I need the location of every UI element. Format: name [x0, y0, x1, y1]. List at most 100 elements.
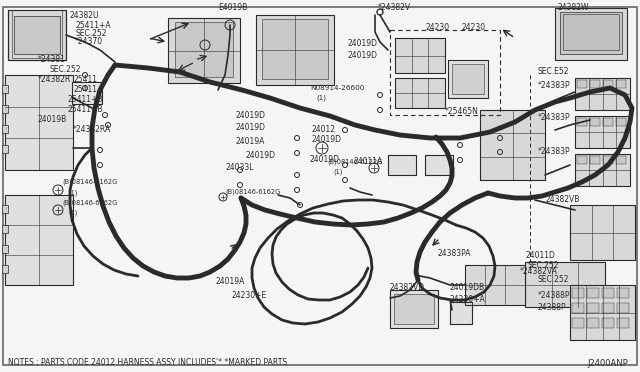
- Bar: [616, 156, 626, 164]
- Text: 24019DB: 24019DB: [450, 283, 485, 292]
- Text: (B)08146-6162G: (B)08146-6162G: [62, 200, 117, 206]
- Bar: [256, 15, 334, 85]
- Text: 24019D: 24019D: [348, 51, 378, 60]
- Text: NOTES ; PARTS CODE 24012 HARNESS ASSY INCLUDES'* *MARKED PARTS: NOTES ; PARTS CODE 24012 HARNESS ASSY IN…: [8, 359, 287, 368]
- Text: 24011D: 24011D: [525, 250, 555, 260]
- Bar: [617, 288, 629, 298]
- Bar: [14, 16, 60, 54]
- Text: 24019D: 24019D: [235, 124, 265, 132]
- Text: SEC.252: SEC.252: [50, 65, 81, 74]
- Text: (B)08146-6162G: (B)08146-6162G: [225, 189, 280, 195]
- Text: 24019D: 24019D: [310, 155, 340, 164]
- Text: 24383PA: 24383PA: [437, 248, 470, 257]
- Text: 24019A: 24019A: [215, 278, 244, 286]
- Text: *24381: *24381: [38, 55, 66, 64]
- Bar: [572, 318, 584, 328]
- Bar: [480, 110, 545, 180]
- Text: *24383P: *24383P: [538, 148, 571, 157]
- Bar: [395, 78, 445, 108]
- Bar: [616, 118, 626, 126]
- Bar: [572, 288, 584, 298]
- Text: (1): (1): [68, 210, 77, 216]
- Text: *24382V: *24382V: [378, 3, 411, 13]
- Text: SEC.252: SEC.252: [75, 29, 106, 38]
- Bar: [587, 303, 599, 313]
- Text: *24388P: *24388P: [538, 291, 570, 299]
- Bar: [617, 303, 629, 313]
- Text: 25411: 25411: [73, 86, 97, 94]
- Bar: [72, 82, 102, 104]
- Bar: [5, 75, 73, 170]
- Bar: [603, 80, 613, 88]
- Bar: [616, 80, 626, 88]
- Text: (1): (1): [333, 169, 342, 175]
- Bar: [572, 303, 584, 313]
- Bar: [450, 302, 472, 324]
- Text: E4019B: E4019B: [218, 3, 247, 13]
- Bar: [563, 14, 619, 50]
- Bar: [394, 294, 434, 324]
- Bar: [587, 318, 599, 328]
- Text: (1): (1): [68, 190, 77, 196]
- Bar: [590, 118, 600, 126]
- Bar: [603, 118, 613, 126]
- Text: 24011A: 24011A: [353, 157, 382, 167]
- Text: 24019D: 24019D: [235, 110, 265, 119]
- Bar: [603, 156, 613, 164]
- Bar: [168, 18, 240, 83]
- Bar: [577, 156, 587, 164]
- Text: 24019D: 24019D: [312, 135, 342, 144]
- Text: 25411+A: 25411+A: [75, 20, 111, 29]
- Text: N08914-26600: N08914-26600: [310, 85, 364, 91]
- Bar: [525, 262, 605, 307]
- Text: (B)08146-6162G: (B)08146-6162G: [62, 179, 117, 185]
- Bar: [602, 303, 614, 313]
- Bar: [2, 265, 8, 273]
- Text: 25411+B: 25411+B: [67, 106, 102, 115]
- Text: 24382VD: 24382VD: [390, 283, 425, 292]
- Bar: [577, 118, 587, 126]
- Text: *24383P: *24383P: [538, 113, 571, 122]
- Text: *25465N: *25465N: [445, 108, 479, 116]
- Bar: [590, 156, 600, 164]
- Text: *24382RA: *24382RA: [73, 125, 111, 135]
- Text: 24012: 24012: [312, 125, 336, 135]
- Bar: [577, 80, 587, 88]
- Bar: [617, 318, 629, 328]
- Text: SEC.252: SEC.252: [538, 276, 570, 285]
- Text: (1): (1): [316, 95, 326, 101]
- Bar: [602, 318, 614, 328]
- Text: SEC.E52: SEC.E52: [538, 67, 570, 77]
- Text: 24019D: 24019D: [245, 151, 275, 160]
- Bar: [388, 155, 416, 175]
- Bar: [587, 288, 599, 298]
- Bar: [452, 64, 484, 94]
- Text: 24382W: 24382W: [558, 3, 589, 13]
- Text: 24019D: 24019D: [348, 38, 378, 48]
- Text: 24230: 24230: [425, 23, 449, 32]
- Text: *24383P: *24383P: [538, 80, 571, 90]
- Bar: [5, 195, 73, 285]
- Bar: [2, 225, 8, 233]
- Text: SEC.252: SEC.252: [528, 260, 559, 269]
- Bar: [465, 265, 525, 305]
- Bar: [2, 125, 8, 133]
- Text: (B)08146-6122G: (B)08146-6122G: [327, 159, 382, 165]
- Text: 25411: 25411: [73, 76, 97, 84]
- Bar: [8, 10, 66, 60]
- Bar: [2, 145, 8, 153]
- Text: 24382U: 24382U: [70, 10, 99, 19]
- Text: 24019A: 24019A: [235, 138, 264, 147]
- Bar: [395, 38, 445, 73]
- Bar: [2, 245, 8, 253]
- Bar: [390, 290, 438, 328]
- Bar: [2, 205, 8, 213]
- Bar: [448, 60, 488, 98]
- Bar: [575, 116, 630, 148]
- Text: 24019B: 24019B: [38, 115, 67, 125]
- Text: 24382VB: 24382VB: [546, 196, 580, 205]
- Text: 25411+B: 25411+B: [67, 96, 102, 105]
- Text: 24230+E: 24230+E: [232, 291, 268, 299]
- Text: *24370: *24370: [75, 38, 103, 46]
- Text: 24033L: 24033L: [225, 164, 253, 173]
